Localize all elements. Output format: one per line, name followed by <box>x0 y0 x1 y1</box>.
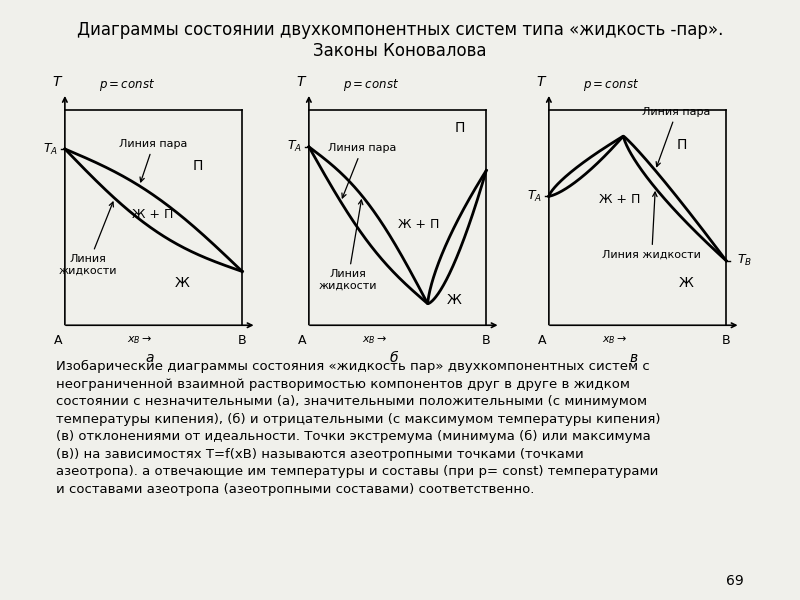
Text: A: A <box>298 334 306 347</box>
Text: Ж + П: Ж + П <box>598 193 640 206</box>
Text: Диаграммы состоянии двухкомпонентных систем типа «жидкость -пар».: Диаграммы состоянии двухкомпонентных сис… <box>77 21 723 39</box>
Text: Линия
жидкости: Линия жидкости <box>58 202 117 276</box>
Text: B: B <box>722 334 730 347</box>
Text: $p = const$: $p = const$ <box>343 77 399 93</box>
Text: Ж: Ж <box>175 275 190 290</box>
Text: Ж + П: Ж + П <box>398 218 439 232</box>
Text: Линия
жидкости: Линия жидкости <box>318 200 377 291</box>
Text: A: A <box>538 334 546 347</box>
Text: П: П <box>677 138 687 152</box>
Text: $T_A$: $T_A$ <box>286 139 302 154</box>
Text: Линия пара: Линия пара <box>328 143 396 198</box>
Text: Законы Коновалова: Законы Коновалова <box>314 42 486 60</box>
Text: B: B <box>482 334 490 347</box>
Text: $T_B$: $T_B$ <box>737 253 752 268</box>
Text: $x_B \rightarrow$: $x_B \rightarrow$ <box>362 334 387 346</box>
Text: Изобарические диаграммы состояния «жидкость пар» двухкомпонентных систем с
неогр: Изобарические диаграммы состояния «жидко… <box>56 360 661 496</box>
Text: $T$: $T$ <box>52 75 63 89</box>
Text: а: а <box>146 351 154 365</box>
Text: Линия жидкости: Линия жидкости <box>602 192 701 260</box>
Text: $x_B \rightarrow$: $x_B \rightarrow$ <box>602 334 627 346</box>
Text: П: П <box>454 121 465 135</box>
Text: Ж: Ж <box>678 275 694 290</box>
Text: B: B <box>238 334 246 347</box>
Text: Ж + П: Ж + П <box>132 208 174 221</box>
Text: A: A <box>54 334 62 347</box>
Text: Линия пара: Линия пара <box>642 107 710 167</box>
Text: $T$: $T$ <box>536 75 547 89</box>
Text: Ж: Ж <box>447 293 462 307</box>
Text: 69: 69 <box>726 574 744 588</box>
Text: Линия пара: Линия пара <box>119 139 188 182</box>
Text: $p = const$: $p = const$ <box>99 77 155 93</box>
Text: $T_A$: $T_A$ <box>526 188 542 204</box>
Text: $T_A$: $T_A$ <box>42 142 58 157</box>
Text: $x_B \rightarrow$: $x_B \rightarrow$ <box>127 334 152 346</box>
Text: в: в <box>630 351 638 365</box>
Text: б: б <box>390 351 398 365</box>
Text: $p = const$: $p = const$ <box>583 77 639 93</box>
Text: $T$: $T$ <box>296 75 307 89</box>
Text: П: П <box>193 160 203 173</box>
